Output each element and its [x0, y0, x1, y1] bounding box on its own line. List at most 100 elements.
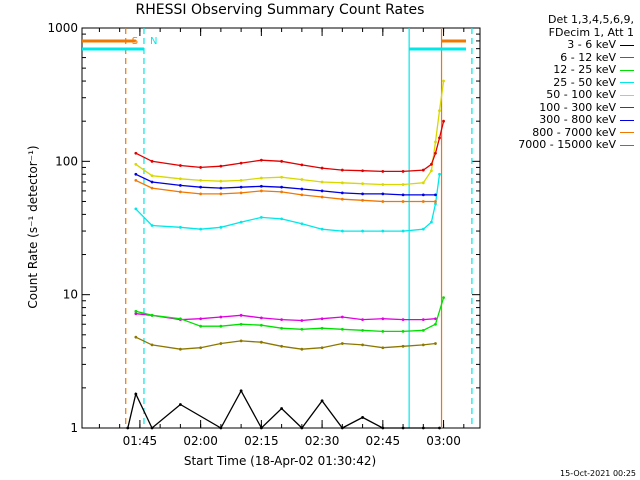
- data-point: [178, 164, 182, 167]
- x-tick-label: 02:30: [305, 434, 340, 448]
- legend-header-line-1: Det 1,3,4,5,6,9,: [547, 13, 634, 26]
- data-point: [300, 327, 304, 331]
- data-point: [421, 168, 425, 172]
- data-point: [442, 296, 445, 300]
- data-point: [280, 185, 284, 189]
- data-point: [259, 215, 263, 219]
- data-point: [280, 217, 284, 221]
- data-point: [401, 183, 405, 186]
- data-point: [134, 172, 138, 176]
- data-point: [434, 140, 437, 144]
- data-point: [320, 166, 324, 170]
- data-point: [259, 189, 263, 193]
- data-point: [401, 344, 405, 348]
- data-point: [178, 183, 182, 187]
- data-point: [421, 426, 425, 430]
- data-point: [361, 416, 364, 419]
- data-point: [401, 318, 405, 322]
- legend-entry: 100 - 300 keV: [518, 101, 634, 115]
- legend-entry: 3 - 6 keV: [518, 38, 634, 52]
- data-point: [434, 193, 437, 197]
- data-point: [340, 342, 344, 345]
- data-point: [150, 343, 154, 347]
- data-point: [434, 200, 437, 203]
- data-point: [280, 407, 284, 410]
- legend-label: 50 - 100 keV: [546, 88, 616, 101]
- data-point: [219, 342, 223, 345]
- data-point: [199, 346, 203, 350]
- data-point: [178, 177, 182, 181]
- data-point: [259, 426, 263, 430]
- x-tick-label: 02:45: [366, 434, 401, 448]
- series-line-8: [135, 336, 436, 350]
- data-point: [381, 346, 385, 350]
- data-point: [239, 389, 243, 393]
- data-point: [239, 322, 243, 326]
- data-point: [401, 170, 405, 173]
- data-point: [239, 220, 243, 224]
- legend-entry: 7000 - 15000 keV: [518, 138, 634, 152]
- legend-entries: 3 - 6 keV 6 - 12 keV 12 - 25 keV 25 - 50 ke…: [518, 38, 634, 152]
- data-point: [320, 195, 324, 199]
- data-point: [430, 169, 433, 173]
- legend-swatch: [620, 119, 634, 121]
- data-point: [300, 222, 304, 226]
- data-point: [434, 151, 437, 155]
- data-point: [259, 158, 263, 162]
- legend-label: 3 - 6 keV: [567, 38, 616, 51]
- legend-entry: 25 - 50 keV: [518, 76, 634, 90]
- data-point: [320, 227, 324, 231]
- data-point: [178, 190, 182, 194]
- data-point: [219, 324, 223, 328]
- series-line-4: [135, 81, 445, 186]
- legend-swatch: [620, 69, 634, 71]
- legend-swatch: [620, 57, 634, 58]
- data-point: [280, 326, 284, 330]
- data-point: [219, 179, 223, 183]
- data-point: [300, 347, 304, 351]
- series-line-5: [135, 121, 445, 173]
- data-point: [199, 324, 203, 328]
- data-point: [134, 162, 138, 166]
- data-point: [134, 335, 138, 339]
- data-point: [199, 166, 203, 169]
- legend-label: 800 - 7000 keV: [532, 125, 616, 139]
- legend-swatch: [620, 107, 634, 108]
- data-point: [438, 109, 441, 113]
- data-point: [361, 169, 364, 173]
- data-point: [259, 340, 263, 344]
- series-line-1: [135, 313, 436, 322]
- legend-header-line-2: FDecim 1, Att 1: [548, 25, 634, 39]
- data-point: [300, 187, 304, 191]
- data-point: [134, 309, 138, 313]
- data-point: [340, 229, 344, 233]
- data-point: [340, 315, 344, 319]
- legend-swatch: [620, 44, 634, 46]
- data-point: [421, 318, 425, 322]
- data-point: [280, 318, 284, 322]
- data-point: [340, 191, 344, 195]
- y-tick-label: 10: [63, 288, 78, 302]
- data-point: [421, 328, 425, 332]
- data-point: [421, 181, 425, 185]
- data-point: [219, 225, 223, 229]
- data-point: [361, 198, 364, 202]
- legend-label: 300 - 800 keV: [539, 113, 616, 126]
- time-marker-label: N: [150, 36, 157, 47]
- x-tick-label: 02:15: [244, 434, 279, 448]
- data-point: [421, 343, 425, 347]
- data-point: [430, 162, 433, 166]
- series-line-2: [135, 297, 445, 333]
- data-point: [134, 178, 138, 182]
- data-point: [320, 346, 324, 350]
- data-point: [199, 178, 203, 182]
- data-point: [150, 174, 154, 178]
- data-point: [361, 318, 364, 322]
- data-point: [239, 161, 243, 165]
- y-tick-label: 100: [55, 154, 78, 168]
- data-point: [150, 224, 154, 227]
- data-point: [421, 193, 425, 197]
- data-point: [381, 200, 385, 203]
- series-line-3: [135, 174, 441, 232]
